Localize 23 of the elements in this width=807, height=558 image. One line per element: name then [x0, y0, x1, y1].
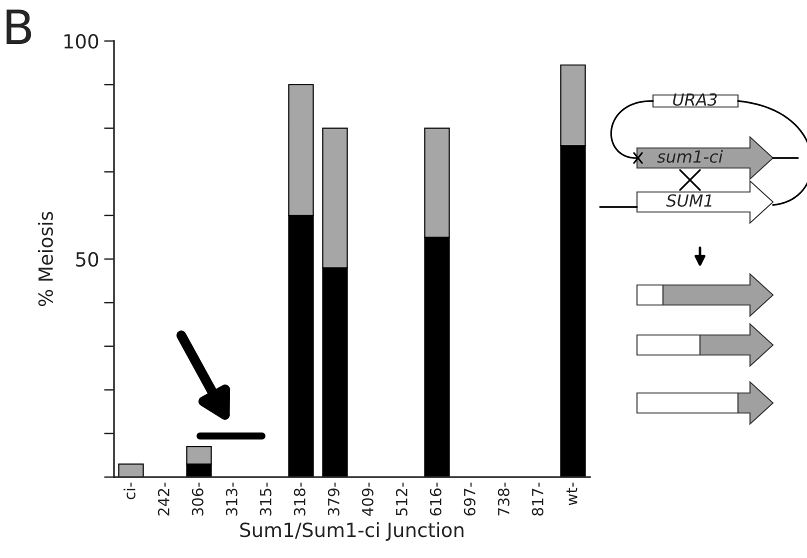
y-tick-label: 50: [76, 252, 98, 267]
x-tick-label: 738-: [498, 482, 510, 516]
x-tick-label: 512-: [396, 482, 408, 516]
text: sum1-ci: [657, 150, 723, 163]
text: URA3: [673, 93, 717, 106]
y-tick-label: 100: [64, 34, 98, 49]
x-tick-label: 616-: [430, 482, 442, 516]
text: B: [6, 10, 32, 44]
text: SUM1: [666, 194, 712, 207]
x-tick-label: ci-: [124, 482, 136, 500]
x-tick-label: 697-: [464, 482, 476, 516]
x-tick-label: 313-: [226, 482, 238, 516]
x-tick-label: 379-: [328, 482, 340, 516]
x-tick-label: 409-: [362, 482, 374, 516]
x-tick-label: 242-: [158, 482, 170, 516]
x-axis-title: Sum1/Sum1-ci Junction: [240, 522, 464, 541]
bar: [118, 463, 144, 478]
x-tick-label: wt-: [566, 482, 578, 506]
y-axis-title: % Meiosis: [38, 212, 53, 306]
x-tick-label: 318-: [294, 482, 306, 516]
x-tick-label: 315-: [260, 482, 272, 516]
x-tick-label: 306-: [192, 482, 204, 516]
x-tick-label: 817-: [532, 482, 544, 516]
